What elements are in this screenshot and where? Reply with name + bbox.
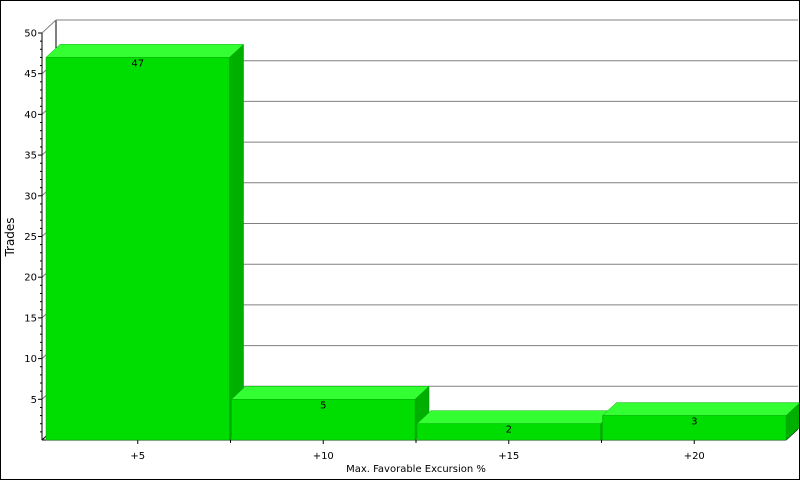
bar-side-+5 bbox=[229, 43, 244, 441]
data-label: 5 bbox=[320, 400, 326, 411]
data-label: 2 bbox=[506, 425, 512, 436]
y-tick-label: 50 bbox=[24, 29, 37, 40]
x-tick-label: +10 bbox=[313, 451, 334, 462]
x-axis-title: Max. Favorable Excursion % bbox=[346, 464, 486, 475]
bar-top-+10 bbox=[230, 386, 430, 400]
y-tick-label: 45 bbox=[24, 69, 37, 80]
y-tick-label: 20 bbox=[24, 273, 37, 284]
bar-top-+5 bbox=[45, 44, 245, 58]
bar-top-+20 bbox=[601, 402, 799, 416]
y-axis-title: Trades bbox=[3, 217, 17, 257]
y-tick-label: 25 bbox=[24, 232, 37, 243]
bar-+15 bbox=[416, 423, 601, 441]
y-tick-label: 10 bbox=[24, 354, 37, 365]
data-label: 47 bbox=[131, 58, 144, 69]
y-tick-label: 5 bbox=[31, 395, 37, 406]
y-tick-label: 40 bbox=[24, 110, 37, 121]
bar-+10 bbox=[231, 399, 416, 441]
y-tick-label: 30 bbox=[24, 191, 37, 202]
x-tick-label: +20 bbox=[684, 451, 705, 462]
bar-+20 bbox=[602, 415, 787, 441]
data-label: 3 bbox=[691, 417, 697, 428]
bar-+5 bbox=[45, 57, 230, 441]
bar-top-+15 bbox=[416, 410, 616, 424]
gridline-depth bbox=[41, 19, 57, 34]
x-tick-label: +15 bbox=[498, 451, 519, 462]
y-tick-label: 15 bbox=[24, 313, 37, 324]
y-tick-label: 35 bbox=[24, 151, 37, 162]
bars-layer bbox=[45, 43, 799, 441]
x-tick-label: +5 bbox=[130, 451, 145, 462]
labels-layer: 47 +5 5 +10 2 +15 3 +20 bbox=[130, 58, 704, 462]
